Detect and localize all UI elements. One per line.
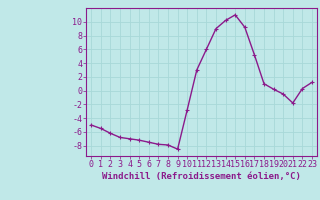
- X-axis label: Windchill (Refroidissement éolien,°C): Windchill (Refroidissement éolien,°C): [102, 172, 301, 181]
